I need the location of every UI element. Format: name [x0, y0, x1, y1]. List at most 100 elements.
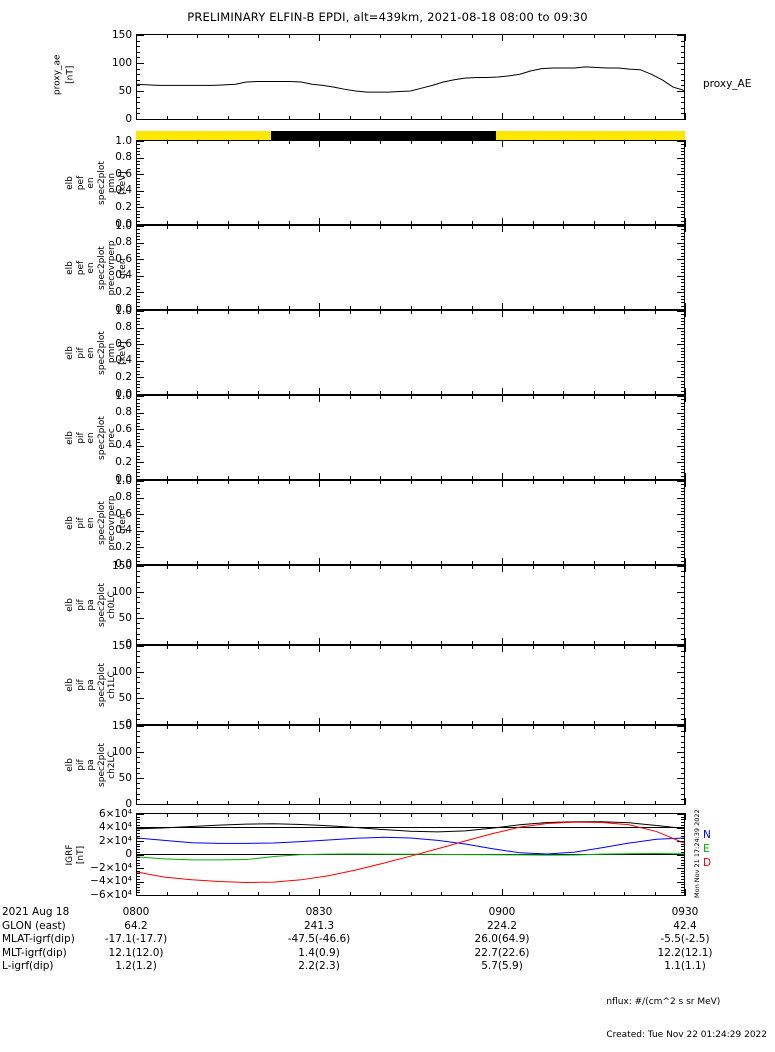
- x-minor-tick: [532, 801, 534, 805]
- y-minor-tick: [681, 884, 685, 886]
- y-minor-tick: [681, 252, 685, 254]
- x-minor-tick: [654, 641, 656, 645]
- x-minor-tick: [288, 391, 290, 395]
- y-minor-tick: [136, 846, 140, 848]
- y-minor-tick: [681, 465, 685, 467]
- y-minor-tick: [136, 830, 140, 832]
- igrf-plot: [137, 821, 684, 884]
- y-minor-tick: [681, 285, 685, 287]
- y-minor-tick: [136, 876, 140, 878]
- x-minor-tick: [166, 721, 168, 725]
- x-minor-tick: [258, 306, 259, 310]
- y-minor-tick: [681, 177, 685, 179]
- x-minor-tick: [654, 116, 656, 120]
- y-minor-tick: [136, 865, 140, 867]
- y-minor-tick: [681, 324, 685, 326]
- y-minor-tick: [136, 878, 140, 880]
- y-major-tick: [136, 429, 144, 431]
- x-minor-tick: [227, 892, 229, 896]
- y-major-tick: [136, 35, 144, 36]
- x-major-tick: [685, 725, 686, 732]
- y-minor-tick: [681, 469, 685, 471]
- y-minor-tick: [136, 703, 140, 705]
- x-major-tick: [685, 889, 686, 896]
- y-minor-tick: [136, 783, 140, 785]
- x-minor-tick: [258, 645, 259, 649]
- y-minor-tick: [136, 527, 140, 529]
- table-cell: -5.5(-2.5): [660, 933, 710, 946]
- y-minor-tick: [681, 399, 685, 401]
- y-minor-tick: [681, 350, 685, 352]
- x-minor-tick: [410, 801, 412, 805]
- y-minor-tick: [136, 154, 140, 156]
- y-minor-tick: [136, 623, 140, 625]
- x-minor-tick: [654, 561, 656, 565]
- y-tick-label: 0.2: [115, 455, 132, 468]
- y-tick-label: 50: [118, 611, 132, 624]
- y-minor-tick: [136, 788, 140, 790]
- x-minor-tick: [410, 565, 412, 569]
- y-minor-tick: [681, 150, 685, 152]
- x-minor-tick: [441, 801, 442, 805]
- x-minor-tick: [227, 725, 229, 729]
- x-minor-tick: [410, 725, 412, 729]
- x-tick-label: 0830: [305, 906, 333, 918]
- x-minor-tick: [349, 34, 351, 38]
- y-tick-label: 0: [125, 797, 132, 810]
- y-minor-tick: [136, 170, 140, 172]
- x-minor-tick: [197, 892, 198, 896]
- y-major-tick: [136, 827, 144, 829]
- x-minor-tick: [563, 813, 564, 817]
- series-n: [137, 836, 684, 855]
- x-minor-tick: [349, 565, 351, 569]
- x-minor-tick: [471, 116, 473, 120]
- y-minor-tick: [681, 390, 685, 392]
- y-major-tick: [677, 224, 685, 225]
- x-minor-tick: [258, 892, 259, 896]
- x-major-tick: [685, 225, 686, 232]
- x-minor-tick: [471, 813, 473, 817]
- y-tick-label: −2×10⁴: [90, 861, 132, 874]
- x-minor-tick: [654, 221, 656, 225]
- y-tick-label: 0: [125, 717, 132, 730]
- y-minor-tick: [681, 623, 685, 625]
- y-minor-tick: [136, 194, 140, 196]
- y-tick-label: 0.0: [115, 302, 132, 315]
- x-minor-tick: [380, 801, 381, 805]
- x-minor-tick: [471, 391, 473, 395]
- y-minor-tick: [136, 74, 140, 76]
- x-minor-tick: [624, 641, 625, 645]
- y-major-tick: [136, 226, 144, 227]
- table-cell: 1.1(1.1): [664, 960, 706, 973]
- y-minor-tick: [681, 107, 685, 109]
- x-minor-tick: [380, 310, 381, 314]
- x-minor-tick: [166, 116, 168, 120]
- y-major-tick: [677, 344, 685, 346]
- y-major-tick: [136, 396, 144, 397]
- y-minor-tick: [136, 340, 140, 342]
- y-minor-tick: [136, 265, 140, 267]
- x-minor-tick: [532, 34, 534, 38]
- y-minor-tick: [136, 442, 140, 444]
- x-minor-tick: [410, 391, 412, 395]
- x-minor-tick: [166, 306, 168, 310]
- x-minor-tick: [563, 395, 564, 399]
- y-minor-tick: [681, 544, 685, 546]
- x-minor-tick: [166, 813, 168, 817]
- y-major-tick: [677, 566, 685, 567]
- x-minor-tick: [380, 395, 381, 399]
- x-major-tick: [136, 140, 137, 147]
- y-minor-tick: [681, 347, 685, 349]
- y-major-tick: [677, 327, 685, 329]
- y-minor-tick: [136, 544, 140, 546]
- x-minor-tick: [441, 565, 442, 569]
- status-bar-segment: [495, 131, 685, 140]
- y-tick-label: 150: [111, 639, 132, 652]
- x-minor-tick: [624, 721, 625, 725]
- x-minor-tick: [593, 721, 595, 725]
- y-minor-tick: [681, 859, 685, 861]
- y-minor-tick: [681, 79, 685, 81]
- x-minor-tick: [532, 641, 534, 645]
- x-minor-tick: [471, 721, 473, 725]
- y-minor-tick: [136, 405, 140, 407]
